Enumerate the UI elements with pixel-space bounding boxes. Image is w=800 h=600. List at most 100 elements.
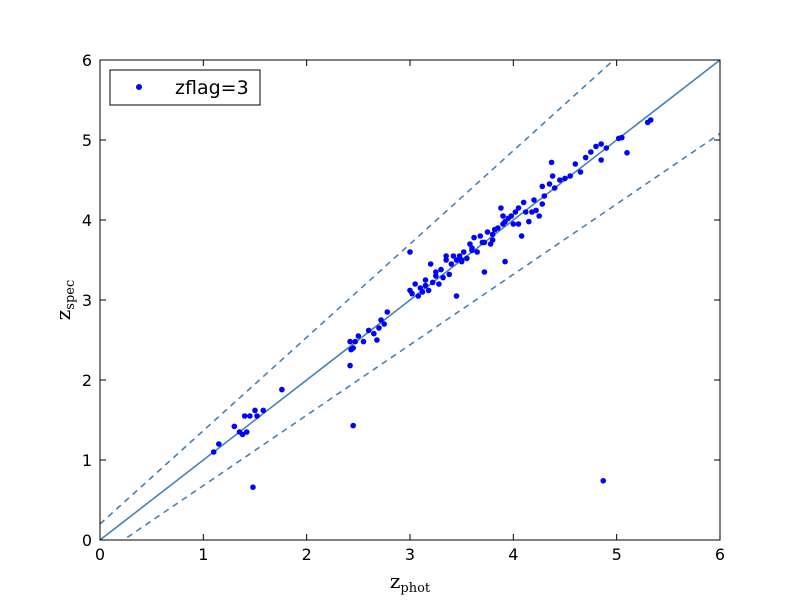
data-point bbox=[458, 257, 465, 263]
data-point bbox=[365, 327, 372, 334]
data-point bbox=[526, 218, 532, 225]
data-point bbox=[352, 338, 359, 345]
data-point bbox=[531, 197, 537, 203]
data-point bbox=[588, 149, 594, 155]
y-tick-label: 4 bbox=[82, 211, 92, 230]
data-point bbox=[384, 309, 391, 315]
data-point bbox=[422, 282, 429, 289]
x-axis-label-main: z bbox=[390, 569, 401, 593]
data-point bbox=[433, 273, 439, 279]
data-point bbox=[510, 221, 517, 227]
data-point bbox=[425, 287, 432, 294]
data-point bbox=[508, 213, 515, 219]
legend-marker bbox=[136, 84, 142, 90]
data-point bbox=[347, 338, 353, 345]
data-point bbox=[598, 157, 604, 163]
data-point bbox=[557, 177, 563, 183]
data-point bbox=[536, 213, 542, 219]
data-point bbox=[518, 233, 525, 239]
x-axis-label: zphot bbox=[390, 569, 431, 596]
data-point bbox=[438, 266, 444, 273]
data-point bbox=[381, 321, 387, 327]
data-point bbox=[450, 253, 457, 259]
data-point bbox=[481, 269, 488, 275]
data-point bbox=[350, 422, 356, 429]
y-axis-label: zspec bbox=[51, 280, 78, 321]
data-point bbox=[624, 150, 630, 156]
y-tick-label: 6 bbox=[82, 51, 92, 70]
x-tick-label: 2 bbox=[302, 545, 312, 564]
x-tick-label: 4 bbox=[508, 545, 518, 564]
data-point bbox=[371, 330, 377, 337]
x-tick-label: 3 bbox=[405, 545, 415, 564]
data-point bbox=[562, 175, 568, 182]
data-point bbox=[409, 290, 415, 297]
data-point bbox=[419, 289, 426, 295]
data-point bbox=[512, 209, 519, 215]
data-point bbox=[495, 225, 501, 231]
data-point bbox=[582, 154, 589, 161]
dashed-reference-line-2 bbox=[122, 132, 720, 540]
data-point bbox=[520, 199, 527, 206]
y-axis-label-main: z bbox=[51, 310, 75, 321]
x-tick-label: 5 bbox=[612, 545, 622, 564]
data-point bbox=[539, 183, 546, 190]
data-point bbox=[247, 413, 253, 419]
data-point bbox=[502, 258, 508, 265]
data-point bbox=[464, 255, 470, 262]
data-point bbox=[453, 257, 460, 263]
data-point bbox=[216, 441, 222, 447]
data-point bbox=[515, 205, 522, 211]
data-point bbox=[522, 209, 529, 215]
data-point bbox=[548, 159, 555, 166]
data-point bbox=[603, 145, 610, 151]
data-point bbox=[407, 249, 413, 255]
y-axis-label-sub: spec bbox=[63, 280, 78, 310]
data-point bbox=[243, 429, 250, 435]
data-point bbox=[647, 117, 654, 123]
data-point bbox=[598, 141, 604, 147]
data-point bbox=[436, 281, 442, 287]
data-point bbox=[355, 333, 362, 339]
data-point bbox=[469, 247, 475, 254]
data-point bbox=[551, 185, 558, 191]
data-point bbox=[593, 143, 599, 150]
data-point bbox=[541, 193, 548, 199]
axis-ticks: 0 1 2 3 4 5 6 0 1 2 3 4 5 6 bbox=[82, 51, 725, 564]
data-point bbox=[549, 173, 556, 179]
data-point bbox=[539, 201, 546, 207]
data-point bbox=[347, 362, 353, 369]
data-point bbox=[429, 279, 436, 286]
data-point bbox=[433, 269, 439, 275]
data-point bbox=[489, 231, 496, 238]
data-point bbox=[374, 337, 380, 343]
data-point bbox=[533, 207, 539, 214]
data-point bbox=[448, 261, 455, 267]
data-point bbox=[443, 257, 449, 263]
data-point bbox=[279, 386, 285, 393]
data-point bbox=[350, 345, 356, 351]
data-point bbox=[422, 277, 429, 283]
x-tick-label: 0 bbox=[95, 545, 105, 564]
identity-line bbox=[100, 60, 720, 540]
data-point bbox=[453, 293, 460, 299]
data-point bbox=[498, 205, 504, 211]
x-tick-label: 6 bbox=[715, 545, 725, 564]
y-tick-label: 5 bbox=[82, 131, 92, 150]
y-tick-label: 3 bbox=[82, 291, 92, 310]
data-point bbox=[378, 317, 384, 323]
data-point bbox=[474, 249, 480, 255]
data-point bbox=[481, 239, 488, 246]
data-point bbox=[515, 221, 522, 227]
data-point bbox=[231, 423, 238, 430]
data-point bbox=[471, 234, 477, 241]
data-point bbox=[484, 229, 491, 235]
x-axis-label-sub: phot bbox=[400, 581, 431, 596]
data-point bbox=[360, 338, 367, 345]
data-point bbox=[427, 261, 434, 267]
data-point bbox=[250, 484, 256, 491]
legend-label: zflag=3 bbox=[175, 77, 249, 99]
data-point bbox=[260, 407, 267, 414]
data-point bbox=[489, 237, 496, 243]
x-tick-label: 1 bbox=[198, 545, 208, 564]
